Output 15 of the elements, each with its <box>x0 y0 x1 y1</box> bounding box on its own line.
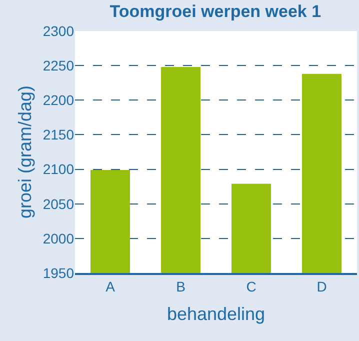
x-tick-label: A <box>106 278 116 295</box>
y-tick-label: 2050 <box>42 196 74 212</box>
y-tick-label: 2000 <box>42 230 74 246</box>
y-tick-label: 2200 <box>42 92 74 108</box>
y-tick-label: 2100 <box>42 161 74 178</box>
chart-title: Toomgroei werpen week 1 <box>110 2 322 22</box>
y-tick-label: 2300 <box>42 22 74 39</box>
x-tick-label: D <box>316 278 327 295</box>
y-tick-label: 2250 <box>42 57 74 74</box>
x-tick-label: C <box>246 278 256 295</box>
y-tick-label: 2150 <box>42 126 74 143</box>
x-tick-label: B <box>176 278 186 295</box>
y-tick-label: 1950 <box>42 264 74 281</box>
y-axis-title: groei (gram/dag) <box>15 85 36 219</box>
x-axis-title: behandeling <box>166 304 266 324</box>
